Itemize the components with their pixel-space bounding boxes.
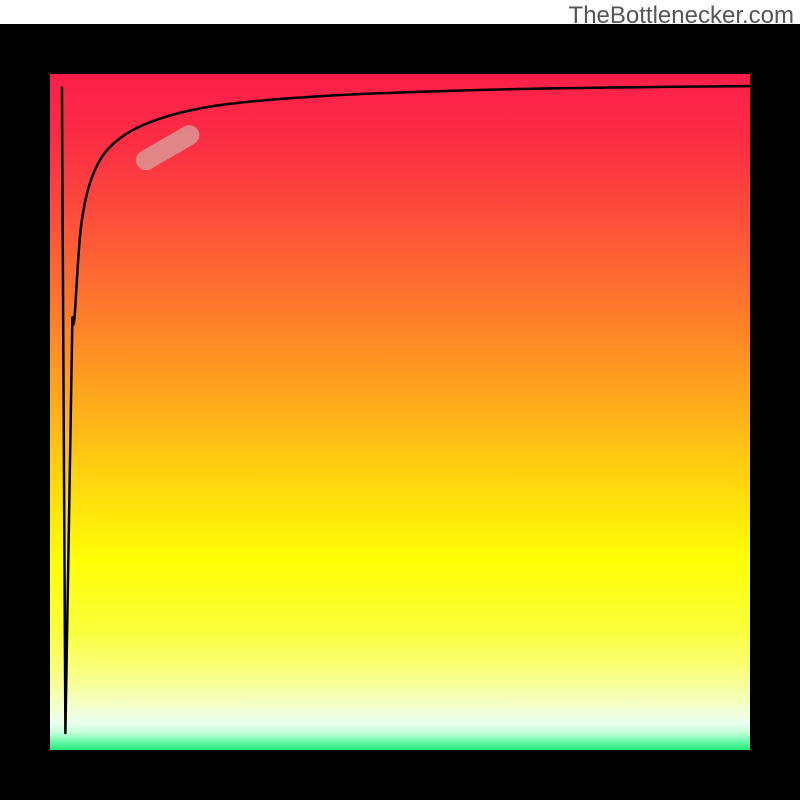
watermark-text: TheBottlenecker.com [569, 2, 794, 30]
gradient-background [50, 74, 750, 750]
chart-container: TheBottlenecker.com [0, 0, 800, 800]
bottleneck-chart [0, 0, 800, 800]
